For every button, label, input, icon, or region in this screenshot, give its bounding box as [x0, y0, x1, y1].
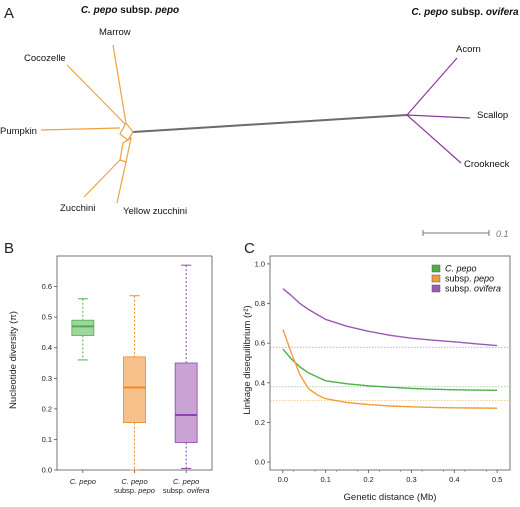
- box-body: [123, 356, 146, 424]
- boxplot-y-tick-label: 0.6: [42, 282, 52, 291]
- box-0: [71, 298, 95, 361]
- leaf-yellow-zucchini: Yellow zucchini: [123, 206, 187, 217]
- panel-b-label: B: [4, 240, 14, 257]
- ld-legend-label: subsp. ovifera: [445, 284, 501, 294]
- group-ovifera-sub: ovifera: [486, 7, 519, 18]
- ld-x-tick-label: 0.1: [320, 475, 330, 484]
- ld-series-line-2: [282, 288, 498, 347]
- leaf-scallop: Scallop: [477, 110, 508, 121]
- ld-y-ticks: 0.0 0.2 0.4 0.6 0.8 1.0: [255, 259, 270, 467]
- panel-a-label: A: [4, 5, 14, 22]
- box-2: [174, 264, 198, 469]
- boxplot-y-tick-label: 0.1: [42, 435, 52, 444]
- tree-trunk: [132, 114, 408, 133]
- boxplot-x-tick-label-sub: subsp. pepo: [114, 486, 155, 495]
- leaf-crookneck: Crookneck: [464, 159, 510, 170]
- group-label-pepo: C. pepo subsp. pepo: [81, 5, 179, 16]
- ld-y-tick-label: 0.2: [255, 418, 265, 427]
- leaf-zucchini: Zucchini: [60, 203, 95, 214]
- ld-y-label: Linkage disequilibrium (r²): [242, 305, 253, 414]
- branch-acorn: [406, 57, 458, 116]
- group-pepo-suffix: subsp.: [117, 5, 155, 16]
- branch-zucchini: [83, 159, 121, 198]
- panel-c-label: C: [244, 240, 255, 257]
- ld-y-tick-label: 0.4: [255, 378, 265, 387]
- boxplot-y-tick-label: 0.4: [42, 343, 52, 352]
- box-body: [71, 319, 95, 336]
- ovifera-clade: [406, 57, 471, 164]
- ld-x-ticks: 0.0 0.1 0.2 0.3 0.4 0.5: [278, 470, 502, 484]
- boxplot-y-ticks: 0.0 0.1 0.2 0.3 0.4 0.5 0.6: [42, 282, 57, 475]
- boxplot-y-tick-label: 0.0: [42, 466, 52, 475]
- group-pepo-species: C. pepo: [81, 5, 118, 16]
- group-ovifera-suffix: subsp.: [448, 7, 486, 18]
- boxplot-y-tick-label: 0.5: [42, 313, 52, 322]
- ld-lines: [270, 288, 510, 409]
- panel-a: A C. pepo subsp. pepo C. pepo subsp. ovi…: [0, 5, 519, 239]
- ld-x-tick-label: 0.3: [406, 475, 416, 484]
- ld-legend-label: C. pepo: [445, 264, 477, 274]
- ld-x-tick-label: 0.5: [492, 475, 502, 484]
- ld-series-line-1: [282, 329, 498, 409]
- leaf-marrow: Marrow: [99, 27, 131, 38]
- scale-bar-label: 0.1: [496, 229, 509, 239]
- boxplot-y-label: Nucleotide diversity (π): [8, 311, 19, 409]
- pepo-reticulation-lower: [119, 136, 132, 163]
- ld-x-tick-label: 0.4: [449, 475, 459, 484]
- boxplot-y-tick-label: 0.2: [42, 404, 52, 413]
- boxplot-x-tick-label: C. pepo: [70, 477, 96, 486]
- ld-series-line-0: [282, 348, 498, 391]
- ld-y-tick-label: 1.0: [255, 259, 265, 268]
- boxplot-marks: [71, 264, 198, 471]
- boxplot-y-tick-label: 0.3: [42, 374, 52, 383]
- branch-cocozelle: [66, 64, 126, 125]
- ld-legend-swatch: [431, 284, 441, 293]
- ld-y-tick-label: 0.6: [255, 339, 265, 348]
- branch-marrow: [112, 44, 127, 124]
- scale-bar: 0.1: [422, 229, 509, 239]
- panel-c: C Linkage disequilibrium (r²) Genetic di…: [242, 240, 511, 503]
- ld-legend-swatch: [431, 274, 441, 283]
- pepo-clade: [40, 44, 134, 204]
- ld-y-tick-label: 0.8: [255, 299, 265, 308]
- ld-x-label: Genetic distance (Mb): [344, 492, 437, 503]
- ld-frame: [269, 255, 511, 471]
- box-body: [174, 362, 198, 443]
- group-ovifera-species: C. pepo: [411, 7, 448, 18]
- ld-x-tick-label: 0.0: [278, 475, 288, 484]
- leaf-acorn: Acorn: [456, 44, 481, 55]
- branch-yellow-zucchini: [116, 161, 127, 204]
- ld-x-tick-label: 0.2: [363, 475, 373, 484]
- pepo-reticulation: [119, 121, 134, 141]
- branch-crookneck: [406, 114, 462, 164]
- boxplot-x-tick-label: C. pepo: [173, 477, 199, 486]
- group-label-ovifera: C. pepo subsp. ovifera: [411, 7, 519, 18]
- group-pepo-sub: pepo: [154, 5, 179, 16]
- panel-b: B Nucleotide diversity (π) 0.00.10.20.30…: [4, 240, 213, 495]
- branch-pumpkin: [40, 127, 121, 131]
- ld-y-tick-label: 0.0: [255, 458, 265, 467]
- box-1: [123, 295, 146, 471]
- boxplot-x-tick-label: C. pepo: [121, 477, 147, 486]
- ld-legend-label: subsp. pepo: [445, 274, 494, 284]
- branch-scallop: [406, 114, 471, 119]
- leaf-pumpkin: Pumpkin: [0, 126, 37, 137]
- leaf-cocozelle: Cocozelle: [24, 53, 66, 64]
- ld-legend-swatch: [431, 264, 441, 273]
- boxplot-x-tick-label-sub: subsp. ovifera: [163, 486, 210, 495]
